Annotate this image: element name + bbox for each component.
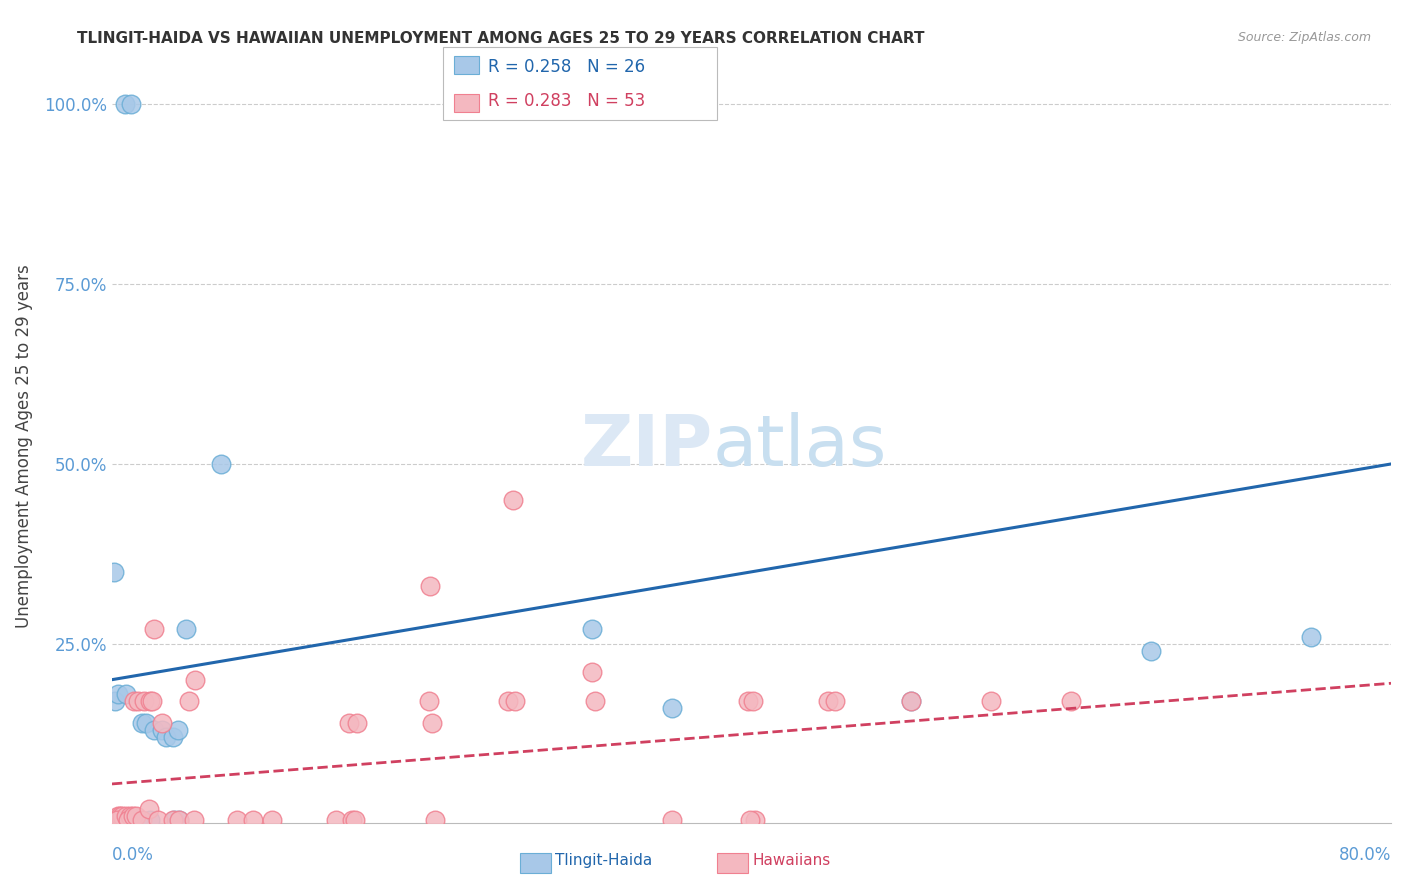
Point	[980, 694, 1002, 708]
Point	[121, 809, 143, 823]
Point	[150, 723, 173, 737]
Point	[105, 814, 128, 829]
Point	[503, 694, 526, 708]
Point	[162, 813, 184, 827]
Text: Source: ZipAtlas.com: Source: ZipAtlas.com	[1237, 31, 1371, 45]
Point	[141, 694, 163, 708]
Point	[124, 813, 146, 827]
Point	[225, 813, 247, 827]
Point	[108, 809, 131, 823]
Point	[661, 813, 683, 827]
Point	[104, 694, 127, 708]
Point	[103, 813, 125, 827]
Point	[142, 623, 165, 637]
Point	[209, 457, 232, 471]
Point	[420, 715, 443, 730]
Text: Hawaiians: Hawaiians	[752, 853, 831, 868]
Point	[1140, 644, 1163, 658]
Point	[502, 492, 524, 507]
Point	[581, 665, 603, 680]
Text: TLINGIT-HAIDA VS HAWAIIAN UNEMPLOYMENT AMONG AGES 25 TO 29 YEARS CORRELATION CHA: TLINGIT-HAIDA VS HAWAIIAN UNEMPLOYMENT A…	[77, 31, 925, 46]
Text: 80.0%: 80.0%	[1339, 846, 1391, 863]
Point	[1299, 630, 1322, 644]
Point	[117, 813, 139, 827]
Point	[105, 813, 128, 827]
Point	[138, 802, 160, 816]
Point	[346, 715, 368, 730]
Point	[242, 813, 264, 827]
Point	[581, 623, 603, 637]
Point	[120, 97, 142, 112]
Point	[107, 687, 129, 701]
Point	[107, 809, 129, 823]
Point	[343, 813, 366, 827]
Point	[738, 813, 761, 827]
Point	[125, 809, 148, 823]
Point	[115, 809, 138, 823]
Point	[104, 813, 127, 827]
Text: atlas: atlas	[713, 411, 887, 481]
Point	[150, 715, 173, 730]
Point	[163, 813, 186, 827]
Point	[127, 813, 149, 827]
Point	[184, 673, 207, 687]
Point	[131, 715, 153, 730]
Point	[148, 813, 170, 827]
Point	[118, 809, 141, 823]
Point	[661, 701, 683, 715]
Point	[817, 694, 839, 708]
Point	[177, 694, 200, 708]
Text: R = 0.283   N = 53: R = 0.283 N = 53	[488, 92, 645, 110]
Y-axis label: Unemployment Among Ages 25 to 29 years: Unemployment Among Ages 25 to 29 years	[15, 264, 32, 628]
Point	[174, 623, 197, 637]
Point	[419, 579, 441, 593]
Point	[1060, 694, 1083, 708]
Point	[115, 687, 138, 701]
Point	[124, 694, 146, 708]
Point	[900, 694, 922, 708]
Point	[167, 813, 190, 827]
Point	[110, 809, 132, 823]
Point	[114, 97, 136, 112]
Point	[744, 813, 766, 827]
Point	[325, 813, 347, 827]
Point	[131, 813, 153, 827]
Point	[162, 730, 184, 744]
Point	[167, 813, 190, 827]
Point	[337, 715, 360, 730]
Point	[340, 813, 363, 827]
Point	[900, 694, 922, 708]
Point	[166, 723, 188, 737]
Point	[135, 715, 157, 730]
Point	[142, 723, 165, 737]
Point	[418, 694, 440, 708]
Text: Tlingit-Haida: Tlingit-Haida	[555, 853, 652, 868]
Point	[127, 694, 149, 708]
Text: 0.0%: 0.0%	[112, 846, 153, 863]
Point	[742, 694, 765, 708]
Point	[260, 813, 283, 827]
Text: ZIP: ZIP	[581, 411, 713, 481]
Point	[824, 694, 846, 708]
Point	[423, 813, 446, 827]
Point	[103, 565, 125, 579]
Point	[132, 694, 155, 708]
Text: R = 0.258   N = 26: R = 0.258 N = 26	[488, 58, 645, 76]
Point	[139, 694, 162, 708]
Point	[498, 694, 520, 708]
Point	[155, 730, 177, 744]
Point	[183, 813, 205, 827]
Point	[139, 813, 162, 827]
Point	[583, 694, 606, 708]
Point	[737, 694, 759, 708]
